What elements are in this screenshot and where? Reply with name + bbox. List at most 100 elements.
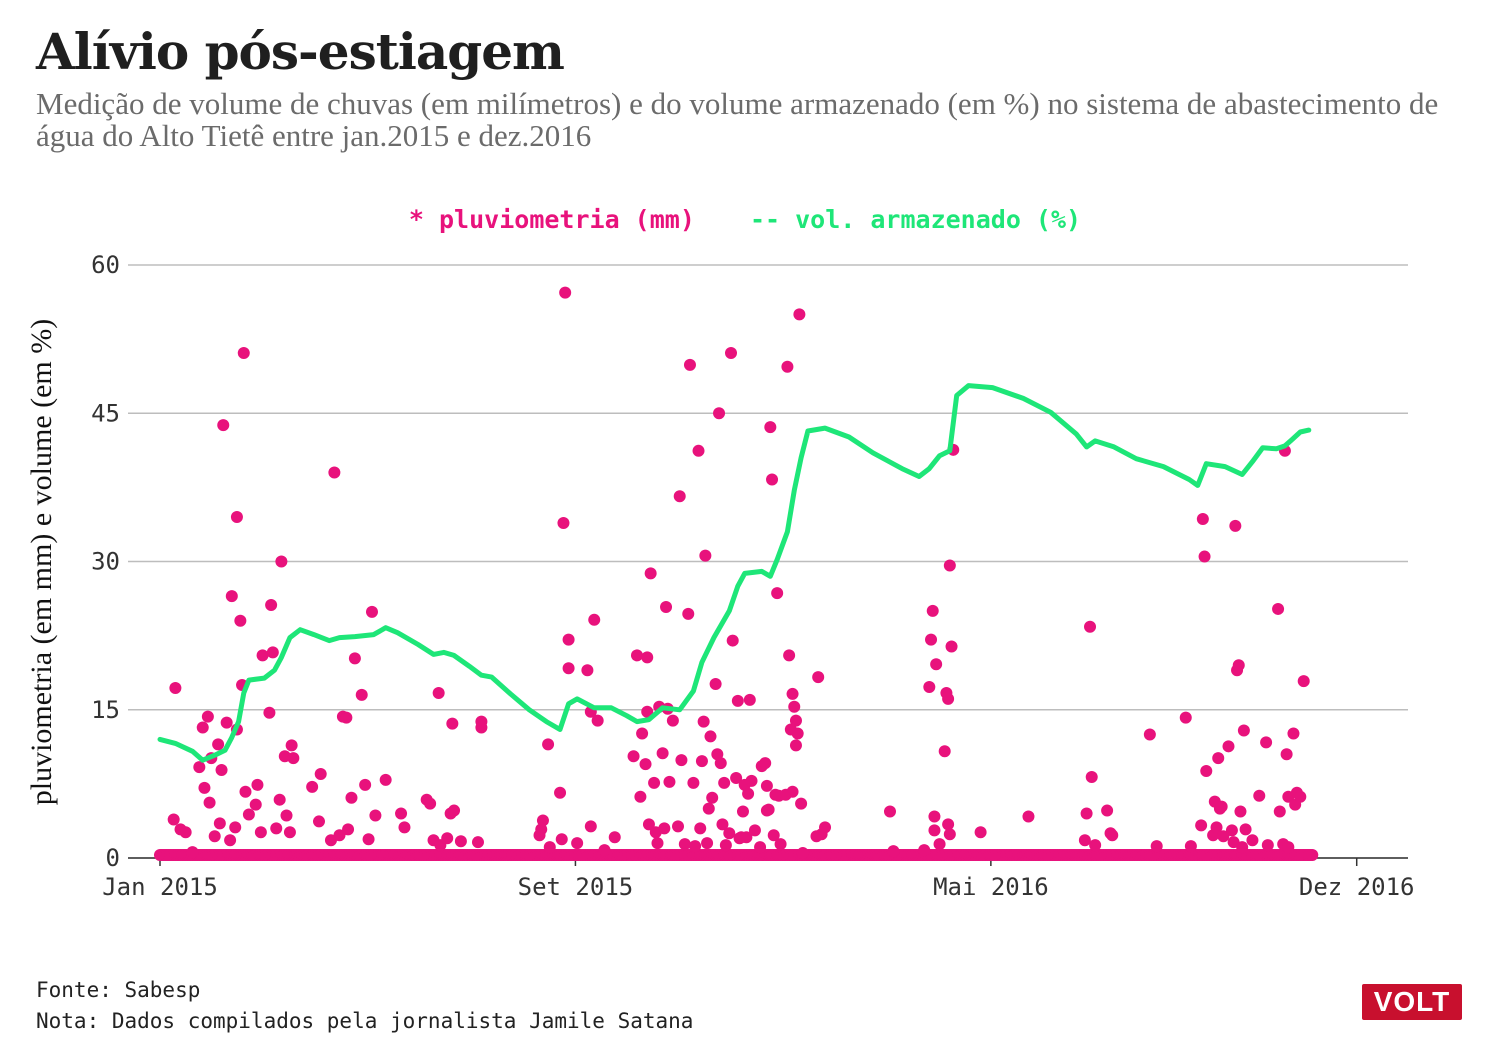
pluviometria-point: [1210, 821, 1223, 834]
pluviometria-point: [348, 652, 361, 665]
pluviometria-point: [306, 780, 319, 793]
pluviometria-point: [774, 838, 787, 851]
pluviometria-point: [256, 649, 269, 662]
pluviometria-point: [672, 820, 685, 833]
pluviometria-point: [725, 346, 738, 359]
pluviometria-point: [1225, 824, 1238, 837]
pluviometria-point: [167, 813, 180, 826]
pluviometria-point: [328, 466, 341, 479]
footer: Fonte: Sabesp Nota: Dados compilados pel…: [36, 975, 693, 1037]
x-tick-label: Mai 2016: [933, 873, 1049, 901]
pluviometria-point: [1212, 752, 1225, 765]
pluviometria-point: [275, 555, 288, 568]
pluviometria-point: [781, 360, 794, 373]
pluviometria-point: [254, 826, 267, 839]
pluviometria-point: [701, 837, 714, 850]
volt-logo: VOLT: [1362, 984, 1462, 1020]
pluviometria-point: [535, 823, 548, 836]
pluviometria-point: [1297, 675, 1310, 688]
pluviometria-point: [1280, 748, 1293, 761]
pluviometria-point: [1084, 620, 1097, 633]
pluviometria-point: [598, 844, 611, 857]
pluviometria-point: [1261, 839, 1274, 852]
pluviometria-point: [448, 804, 461, 817]
pluviometria-point: [212, 738, 225, 751]
pluviometria-point: [692, 444, 705, 457]
pluviometria-point: [812, 671, 825, 684]
pluviometria-point: [745, 774, 758, 787]
pluviometria-point: [713, 407, 726, 420]
pluviometria-point: [1239, 823, 1252, 836]
pluviometria-point: [186, 846, 199, 859]
pluviometria-point: [196, 721, 209, 734]
pluviometria-point: [1150, 840, 1163, 853]
pluviometria-point: [736, 805, 749, 818]
pluviometria-point: [930, 658, 943, 671]
pluviometria-point: [716, 818, 729, 831]
y-tick-label: 30: [91, 548, 120, 576]
pluviometria-point: [179, 826, 192, 839]
pluviometria-point: [369, 809, 382, 822]
pluviometria-point: [554, 786, 567, 799]
pluviometria-point: [641, 651, 654, 664]
pluviometria-point: [1215, 800, 1228, 813]
pluviometria-point: [942, 818, 955, 831]
pluviometria-point: [203, 796, 216, 809]
pluviometria-point: [767, 829, 780, 842]
pluviometria-point: [266, 646, 279, 659]
pluviometria-point: [591, 714, 604, 727]
pluviometria-point: [340, 711, 353, 724]
pluviometria-baseline-point: [1306, 849, 1319, 862]
pluviometria-point: [198, 781, 211, 794]
pluviometria-point: [719, 839, 732, 852]
pluviometria-point: [942, 692, 955, 705]
pluviometria-point: [793, 308, 806, 321]
pluviometria-point: [1253, 789, 1266, 802]
pluviometria-point: [943, 828, 956, 841]
pluviometria-point: [542, 738, 555, 751]
volume-line: [157, 383, 1312, 763]
pluviometria-point: [730, 771, 743, 784]
pluviometria-point: [740, 831, 753, 844]
pluviometria-point: [215, 764, 228, 777]
pluviometria-point: [555, 833, 568, 846]
y-tick-label: 0: [106, 844, 120, 872]
pluviometria-point: [562, 633, 575, 646]
pluviometria-point: [764, 421, 777, 434]
pluviometria-point: [225, 590, 238, 603]
pluviometria-point: [201, 710, 214, 723]
pluviometria-point: [1217, 830, 1230, 843]
pluviometria-point: [1085, 770, 1098, 783]
pluviometria-point: [1184, 840, 1197, 853]
pluviometria-point: [1234, 805, 1247, 818]
pluviometria-point: [287, 752, 300, 765]
pluviometria-point: [234, 614, 247, 627]
pluviometria-point: [1078, 834, 1091, 847]
pluviometria-point: [702, 802, 715, 815]
pluviometria-point: [239, 785, 252, 798]
pluviometria-point: [536, 814, 549, 827]
pluviometria-point: [1143, 728, 1156, 741]
pluviometria-point: [1273, 805, 1286, 818]
x-tick-label: Jan 2015: [102, 873, 218, 901]
pluviometria-point: [1260, 736, 1273, 749]
pluviometria-point: [1246, 834, 1259, 847]
pluviometria-point: [706, 791, 719, 804]
pluviometria-point: [678, 838, 691, 851]
pluviometria-point: [704, 730, 717, 743]
pluviometria-points: [154, 286, 1319, 862]
pluviometria-point: [213, 817, 226, 830]
pluviometria-point: [193, 761, 206, 774]
chart-legend: * pluviometria (mm) -- vol. armazenado (…: [0, 205, 1490, 234]
pluviometria-point: [709, 678, 722, 691]
pluviometria-point: [1196, 513, 1209, 526]
pluviometria-point: [1232, 659, 1245, 672]
pluviometria-point: [1101, 804, 1114, 817]
pluviometria-point: [584, 820, 597, 833]
pluviometria-point: [683, 358, 696, 371]
pluviometria-point: [362, 833, 375, 846]
pluviometria-point: [471, 836, 484, 849]
pluviometria-point: [762, 803, 775, 816]
pluviometria-point: [789, 714, 802, 727]
chart-subtitle: Medição de volume de chuvas (em milímetr…: [36, 86, 1439, 153]
